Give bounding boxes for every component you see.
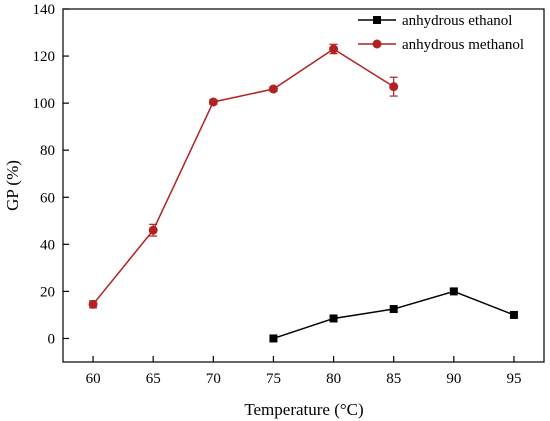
data-point [449, 287, 458, 296]
series-line [92, 48, 395, 305]
legend-marker [373, 16, 381, 24]
y-tick-label: 0 [48, 331, 56, 347]
x-tick-label: 70 [206, 371, 221, 387]
data-point [88, 299, 98, 309]
data-point [509, 310, 518, 319]
legend-label: anhydrous ethanol [402, 13, 512, 29]
series-0 [269, 287, 518, 343]
legend-label: anhydrous methanol [402, 37, 524, 53]
data-point [148, 225, 158, 235]
legend-marker [372, 39, 382, 49]
data-point [329, 314, 338, 323]
data-point [269, 334, 278, 343]
x-axis-label: Temperature (°C) [244, 400, 363, 419]
data-point [389, 82, 399, 92]
y-tick-label: 60 [40, 190, 55, 206]
plot-frame [62, 8, 545, 363]
y-tick-label: 80 [40, 143, 55, 159]
y-tick-label: 20 [40, 284, 55, 300]
x-tick-label: 60 [86, 371, 101, 387]
y-axis-label: GP (%) [3, 160, 22, 211]
series-layer [88, 43, 518, 343]
data-point [268, 84, 278, 94]
x-tick-label: 90 [446, 371, 461, 387]
y-axis: 0 20 40 60 80 100 120 140 [33, 2, 69, 347]
y-tick-label: 40 [40, 237, 55, 253]
x-tick-label: 85 [386, 371, 401, 387]
series-line [273, 290, 515, 340]
x-tick-label: 80 [326, 371, 341, 387]
y-tick-label: 140 [33, 2, 56, 18]
y-tick-label: 120 [33, 49, 56, 65]
x-tick-label: 75 [266, 371, 281, 387]
series-1 [88, 43, 399, 309]
data-point [389, 305, 398, 314]
x-tick-label: 65 [146, 371, 161, 387]
x-tick-label: 95 [506, 371, 521, 387]
x-axis: 60 65 70 75 80 85 90 95 [86, 356, 521, 387]
y-tick-label: 100 [33, 96, 56, 112]
legend: anhydrous ethanol anhydrous methanol [358, 13, 524, 53]
data-point [208, 97, 218, 107]
data-point [329, 44, 339, 54]
